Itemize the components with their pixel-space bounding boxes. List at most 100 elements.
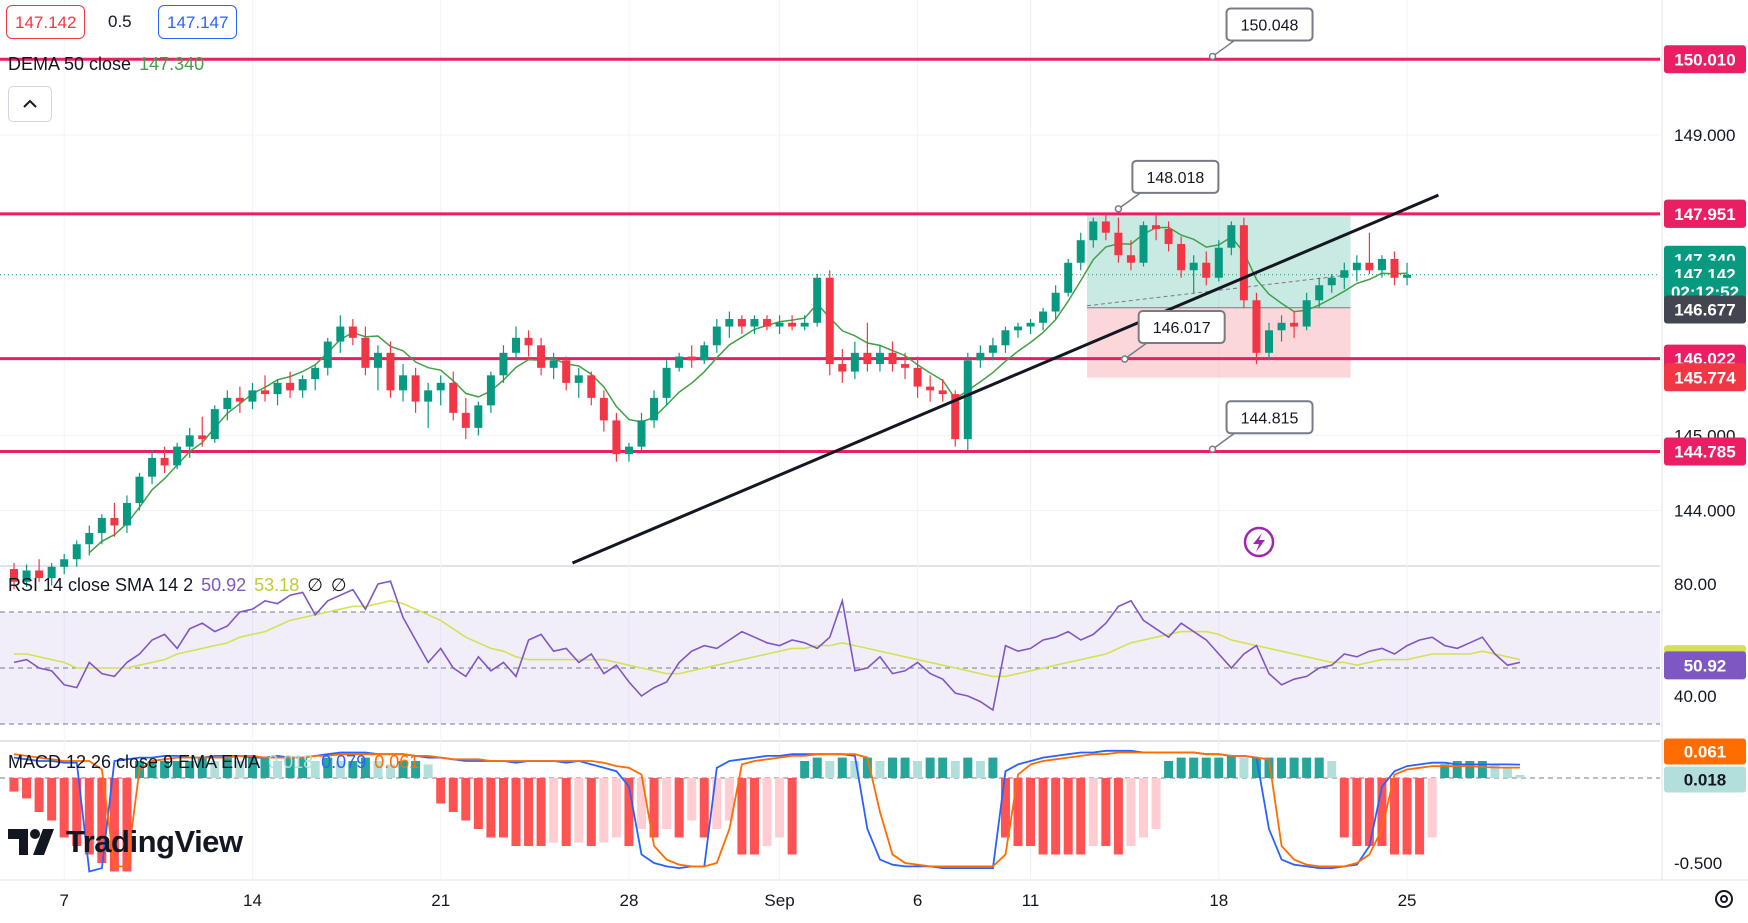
macd-histogram-bar: [1088, 778, 1098, 846]
candle-body: [737, 319, 746, 327]
lightning-icon: [1243, 526, 1275, 558]
spread-value: 0.5: [108, 12, 132, 31]
rsi-legend[interactable]: RSI 14 close SMA 14 2 50.92 53.18 ∅ ∅: [8, 575, 355, 596]
candle-body: [336, 326, 345, 342]
price-axis-tag: [1664, 45, 1746, 74]
macd-histogram-bar: [963, 757, 973, 778]
candle-body: [1076, 240, 1085, 263]
macd-histogram-bar: [800, 761, 810, 778]
time-label: 25: [1398, 891, 1417, 910]
candle-body: [10, 569, 18, 582]
macd-histogram-bar: [875, 761, 885, 778]
macd-histogram-bar: [1000, 778, 1010, 838]
macd-histogram-bar: [574, 778, 584, 843]
candle-body: [1202, 262, 1211, 278]
candle-body: [763, 319, 771, 327]
candle-body: [901, 364, 910, 368]
macd-axis-tag-label: 0.018: [1684, 771, 1727, 790]
macd-histogram-bar: [988, 757, 998, 778]
time-label: 14: [243, 891, 262, 910]
candle-body: [223, 397, 232, 410]
callout-pointer: [1124, 342, 1148, 360]
macd-histogram-bar: [1314, 757, 1324, 778]
macd-histogram-bar: [1352, 778, 1362, 846]
callout-box: [1137, 310, 1226, 345]
candle-body: [1114, 232, 1123, 256]
macd-histogram-bar: [1390, 778, 1399, 855]
macd-histogram-bar: [461, 778, 471, 821]
candle-body: [1390, 258, 1399, 278]
candle-body: [1327, 277, 1336, 286]
rsi-sma-line: [14, 599, 1521, 678]
candle-body: [1265, 330, 1273, 353]
candle-body: [775, 322, 784, 327]
time-label: 11: [1022, 891, 1040, 910]
macd-histogram-bar: [222, 757, 232, 778]
candle-body: [373, 352, 382, 368]
candle-body: [549, 360, 558, 368]
dema-legend[interactable]: DEMA 50 close 147.340: [8, 54, 212, 75]
callout-label: 146.017: [1153, 320, 1211, 337]
macd-legend[interactable]: MACD 12 26 close 9 EMA EMA 0.018 0.079 0.06…: [8, 752, 427, 773]
macd-histogram-bar: [398, 761, 408, 778]
macd-axis-tag-label: 0.061: [1684, 743, 1727, 762]
macd-histogram-bar: [1151, 778, 1161, 829]
candle-body: [562, 360, 571, 383]
macd-tick-label: -0.500: [1674, 854, 1722, 873]
candle-body: [1164, 228, 1173, 244]
macd-histogram-bar: [975, 761, 985, 778]
time-label: Sep: [764, 891, 794, 910]
candle-body: [976, 352, 985, 361]
candle-body: [449, 382, 458, 413]
macd-histogram-bar: [1502, 767, 1512, 778]
macd-histogram-bar: [1013, 778, 1023, 846]
candle-body: [875, 352, 884, 365]
candle-body: [35, 570, 44, 579]
macd-histogram-bar: [1251, 757, 1261, 778]
macd-histogram-bar: [1339, 778, 1349, 838]
macd-histogram-bar: [850, 761, 860, 778]
bid-price-box[interactable]: 147.142: [6, 5, 86, 39]
macd-histogram-bar: [611, 778, 621, 838]
macd-histogram-bar: [1402, 778, 1412, 855]
candle-body: [185, 435, 194, 447]
candle-body: [399, 375, 408, 391]
collapse-legend-button[interactable]: [8, 86, 52, 122]
macd-histogram-bar: [1277, 757, 1287, 778]
candle-body: [963, 360, 972, 440]
ask-price-box[interactable]: 147.147: [158, 5, 238, 39]
macd-histogram-bar: [448, 778, 458, 812]
chart-settings-button[interactable]: [1706, 881, 1742, 917]
candle-body: [286, 382, 295, 391]
macd-histogram-bar: [674, 778, 684, 838]
macd-histogram-bar: [737, 778, 747, 855]
price-tick-label: 149.000: [1674, 126, 1735, 145]
macd-histogram-bar: [348, 761, 358, 778]
candle-body: [1239, 225, 1248, 301]
candle-body: [599, 397, 608, 421]
macd-histogram-bar: [649, 778, 659, 838]
candle-body: [624, 446, 633, 455]
callout-anchor: [1120, 355, 1129, 363]
candle-body: [436, 382, 445, 391]
macd-histogram-bar: [549, 778, 559, 843]
callout-label: 148.018: [1146, 170, 1204, 187]
macd-histogram-bar: [1176, 757, 1186, 778]
macd-histogram-bar: [1126, 778, 1136, 846]
tradingview-logo[interactable]: TradingView: [8, 824, 243, 860]
macd-histogram-bar: [147, 761, 157, 778]
macd-histogram-bar: [47, 778, 57, 821]
candle-body: [850, 352, 859, 372]
time-label: 28: [619, 891, 638, 910]
macd-histogram-bar: [775, 778, 785, 838]
candle-body: [988, 345, 997, 353]
candle-body: [587, 375, 596, 398]
candle-body: [210, 409, 219, 440]
macd-histogram-bar: [22, 778, 32, 799]
candle-body: [97, 517, 106, 533]
candle-body: [311, 367, 320, 380]
macd-legend-value: 0.079: [321, 752, 367, 772]
candle-body: [537, 345, 546, 368]
macd-histogram-bar: [247, 757, 257, 778]
